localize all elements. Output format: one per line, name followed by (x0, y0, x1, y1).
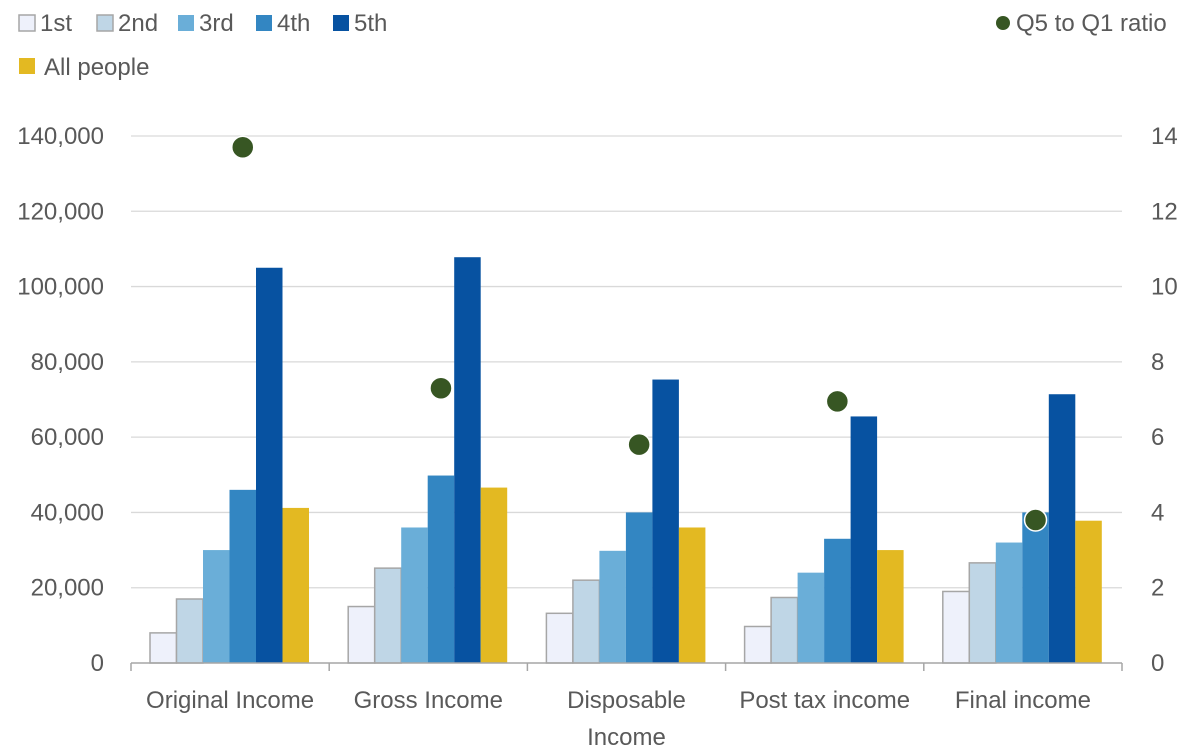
y-left-tick-label: 0 (91, 650, 104, 677)
legend-swatch (178, 15, 194, 31)
legend-label: 4th (277, 10, 310, 37)
category-label: Disposable Income (567, 687, 686, 746)
bar-3rd (401, 527, 428, 663)
category-label: Gross Income (354, 687, 503, 714)
category-label: Final income (955, 687, 1091, 714)
ratio-marker (825, 389, 850, 414)
bar-2nd (968, 562, 997, 664)
left-axis-ticks: 0 20,000 40,000 60,000 80,000 100,000 120,000 1… (17, 123, 104, 677)
legend-label: 5th (354, 10, 387, 37)
legend-swatch (19, 58, 35, 74)
y-right-tick-label: 2 (1151, 575, 1164, 602)
y-left-tick-label: 100,000 (17, 274, 104, 301)
legend-label: Q5 to Q1 ratio (1016, 10, 1167, 37)
bars (149, 257, 1102, 664)
legend-swatch (96, 14, 114, 32)
bar-2nd (770, 596, 799, 664)
bar-5th (454, 257, 481, 663)
y-left-tick-label: 60,000 (31, 424, 104, 451)
bar-3rd (203, 550, 230, 663)
ratio-marker (231, 135, 255, 160)
bar-4th (824, 538, 851, 663)
legend-label: 2nd (118, 10, 158, 37)
legend-label: 3rd (199, 10, 234, 37)
legend: 1st 2nd 3rd 4th 5th All people Q5 to Q1 ratio (18, 10, 1167, 81)
category-labels: Original Income Gross Income Disposable Inc… (146, 687, 1091, 746)
bar-all-people (480, 487, 508, 663)
bar-all-people (877, 550, 904, 663)
y-right-tick-label: 14 (1151, 123, 1178, 150)
bar-1st (545, 612, 574, 664)
bar-3rd (599, 550, 626, 663)
axes (130, 662, 1123, 671)
y-right-tick-label: 6 (1151, 424, 1164, 451)
bar-2nd (572, 579, 601, 664)
bar-2nd (373, 567, 402, 664)
ratio-marker (429, 376, 453, 400)
legend-marker (996, 16, 1010, 30)
bar-1st (743, 625, 772, 664)
y-right-tick-label: 12 (1151, 198, 1178, 225)
bar-3rd (797, 572, 825, 663)
bar-all-people (678, 527, 706, 663)
bar-1st (942, 590, 971, 664)
y-right-tick-label: 0 (1151, 650, 1164, 677)
bar-5th (652, 379, 679, 663)
bar-2nd (175, 598, 204, 664)
legend-swatch (18, 14, 36, 32)
bar-4th (625, 512, 653, 663)
legend-swatch (256, 15, 272, 31)
legend-label: All people (44, 54, 149, 81)
y-left-tick-label: 20,000 (31, 575, 104, 602)
legend-label: 1st (40, 10, 72, 37)
bar-1st (347, 605, 376, 664)
bar-1st (149, 632, 178, 664)
bar-5th (256, 267, 283, 663)
ratio-marker (627, 432, 651, 457)
ratio-marker (1023, 508, 1048, 532)
y-right-tick-label: 10 (1151, 274, 1178, 301)
legend-swatch (333, 15, 349, 31)
y-left-tick-label: 120,000 (17, 198, 104, 225)
y-left-tick-label: 40,000 (31, 499, 104, 526)
bar-5th (850, 416, 878, 663)
category-label: Post tax income (739, 687, 910, 714)
bar-5th (1048, 394, 1076, 663)
right-axis-ticks: 0 2 4 6 8 10 12 14 (1151, 123, 1178, 677)
y-right-tick-label: 4 (1151, 499, 1164, 526)
y-right-tick-label: 8 (1151, 349, 1164, 376)
y-left-tick-label: 80,000 (31, 349, 104, 376)
bar-4th (229, 489, 256, 663)
bar-all-people (282, 507, 309, 663)
bar-4th (1022, 512, 1049, 663)
category-label: Original Income (146, 687, 314, 714)
bar-3rd (995, 542, 1023, 663)
bar-all-people (1075, 520, 1102, 663)
y-left-tick-label: 140,000 (17, 123, 104, 150)
bar-4th (427, 475, 455, 663)
ratio-markers (231, 135, 1048, 532)
